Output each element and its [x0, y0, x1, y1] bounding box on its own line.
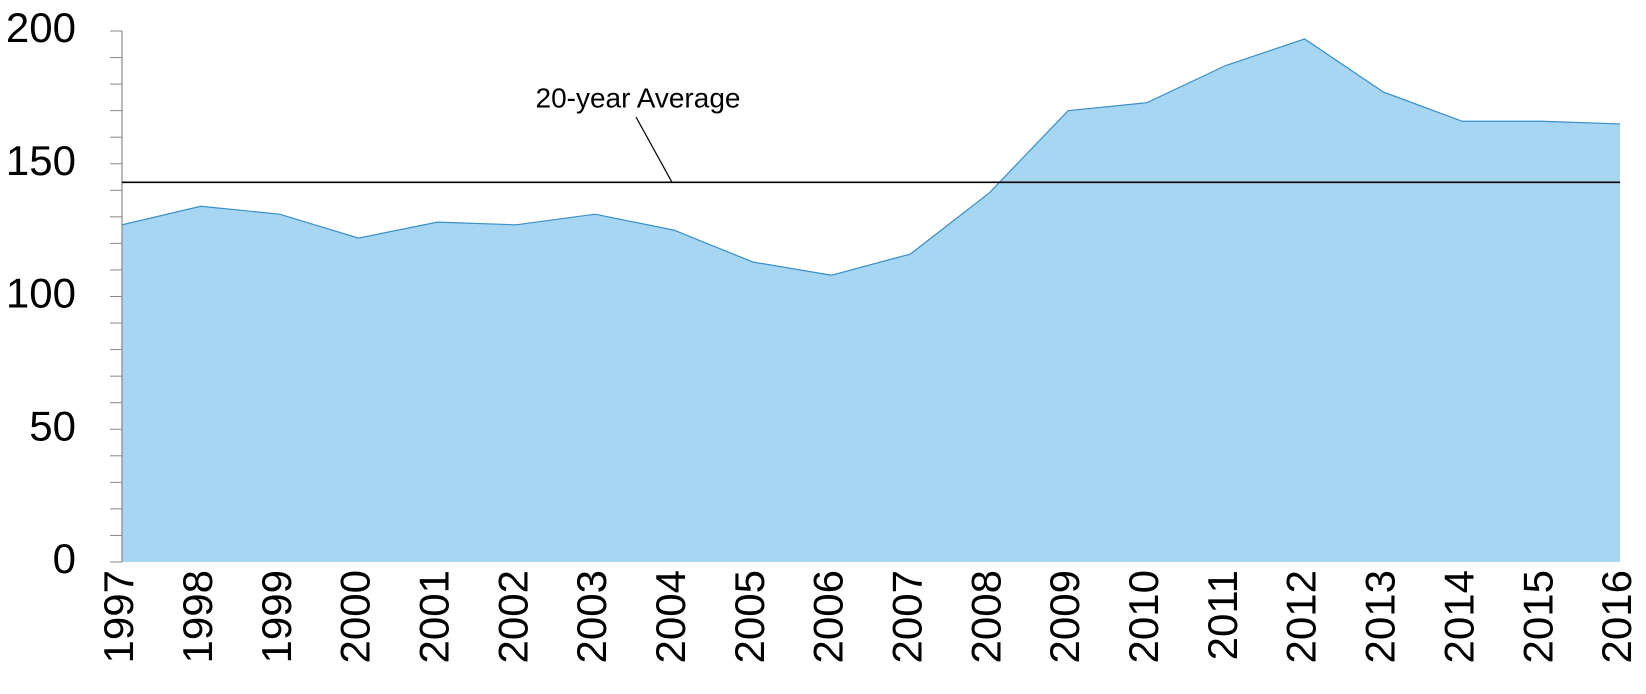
annotation: 20-year Average: [536, 82, 741, 113]
x-tick-label: 2001: [410, 570, 457, 663]
y-tick-label: 100: [6, 270, 76, 317]
y-tick-label: 150: [6, 137, 76, 184]
x-tick-label: 2007: [884, 570, 931, 663]
y-tick-label: 200: [6, 4, 76, 51]
x-tick-label: 2008: [962, 570, 1009, 663]
x-tick-label: 2013: [1357, 570, 1404, 663]
x-tick-label: 1998: [174, 570, 221, 663]
x-tick-label: 2000: [332, 570, 379, 663]
x-tick-label: 2005: [726, 570, 773, 663]
x-tick-label: 2002: [489, 570, 536, 663]
y-tick-label: 50: [29, 402, 76, 449]
x-tick-label: 2016: [1593, 570, 1640, 663]
x-tick-label: 2014: [1435, 570, 1482, 663]
y-tick-label: 0: [53, 535, 76, 582]
x-tick-label: 2010: [1120, 570, 1167, 663]
area-edge: [121, 38, 1621, 276]
annotation-leader: [635, 116, 673, 183]
x-tick-label: 2006: [805, 570, 852, 663]
x-tick-label: 2003: [568, 570, 615, 663]
x-tick-label: 1999: [253, 570, 300, 663]
x-tick-label: 2009: [1041, 570, 1088, 663]
x-tick-label: 2004: [647, 570, 694, 663]
x-tick-label: 2011: [1199, 570, 1246, 660]
x-tick-label: 2015: [1514, 570, 1561, 663]
x-tick-label: 1997: [95, 570, 142, 663]
area: [122, 38, 1620, 562]
x-tick-label: 2012: [1278, 570, 1325, 663]
